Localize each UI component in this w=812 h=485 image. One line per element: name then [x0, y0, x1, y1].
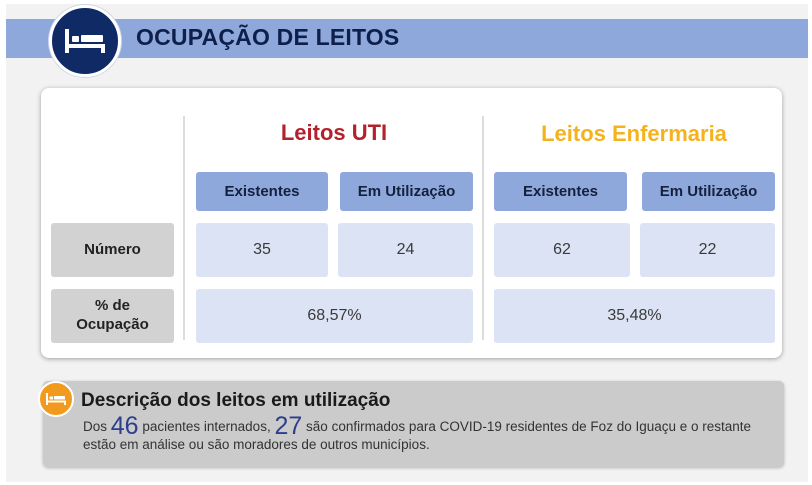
desc-suffix: são confirmados para COVID-19 residentes…: [83, 419, 752, 452]
confirmados-count: 27: [274, 412, 303, 440]
description-title: Descrição dos leitos em utilização: [81, 390, 391, 411]
page-title: OCUPAÇÃO DE LEITOS: [136, 24, 400, 50]
internados-count: 46: [110, 412, 139, 440]
description-text: Dos 46 pacientes internados, 27 são conf…: [83, 414, 773, 454]
row-label-ocupacao-line2: Ocupação: [76, 316, 149, 333]
cell-uti-ocupacao: 68,57%: [196, 289, 473, 343]
cell-enf-em-utilizacao: 22: [640, 223, 775, 277]
bed-icon: [65, 29, 105, 53]
col-header-uti-existentes: Existentes: [196, 172, 328, 211]
header-bed-badge: [49, 5, 121, 77]
cell-uti-existentes: 35: [196, 223, 328, 277]
col-header-enf-em-utilizacao: Em Utilização: [642, 172, 775, 211]
desc-middle: pacientes internados,: [142, 419, 271, 434]
row-label-numero: Número: [51, 223, 174, 277]
column-divider: [183, 116, 185, 340]
group-title-enfermaria: Leitos Enfermaria: [541, 121, 727, 146]
row-label-ocupacao: % de Ocupação: [51, 289, 174, 343]
bed-icon: [46, 393, 66, 405]
cell-uti-em-utilizacao: 24: [338, 223, 473, 277]
column-divider: [482, 116, 484, 340]
description-bed-badge: [38, 381, 74, 417]
header-band: [6, 19, 808, 58]
desc-prefix: Dos: [83, 419, 108, 434]
col-header-enf-existentes: Existentes: [494, 172, 627, 211]
cell-enf-ocupacao: 35,48%: [494, 289, 775, 343]
group-title-uti: Leitos UTI: [280, 120, 388, 145]
col-header-uti-em-utilizacao: Em Utilização: [340, 172, 473, 211]
description-panel: [43, 381, 784, 467]
cell-enf-existentes: 62: [494, 223, 630, 277]
row-label-ocupacao-line1: % de: [94, 297, 130, 315]
